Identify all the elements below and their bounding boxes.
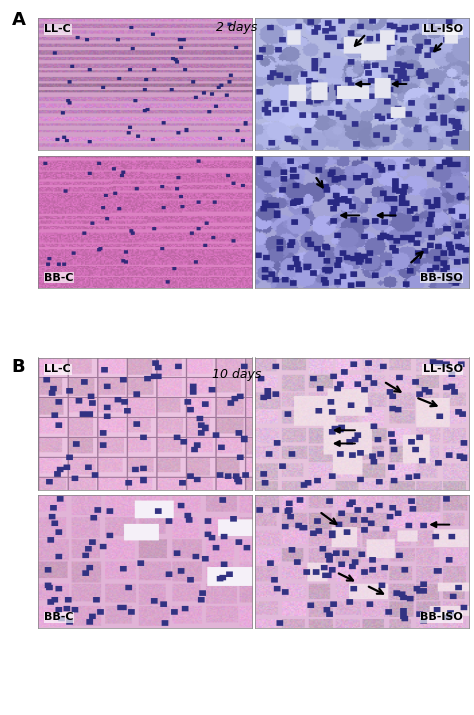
Text: A: A [12, 11, 26, 29]
Text: BB-C: BB-C [45, 613, 74, 623]
Text: 10 days: 10 days [212, 368, 262, 381]
Text: BB-C: BB-C [45, 273, 74, 283]
Text: LL-C: LL-C [45, 24, 71, 34]
Text: LL-C: LL-C [45, 364, 71, 374]
Text: BB-ISO: BB-ISO [420, 273, 463, 283]
Text: LL-ISO: LL-ISO [423, 24, 463, 34]
Text: 2 days: 2 days [216, 21, 258, 34]
Text: LL-ISO: LL-ISO [423, 364, 463, 374]
Text: BB-ISO: BB-ISO [420, 613, 463, 623]
Text: B: B [12, 358, 26, 375]
